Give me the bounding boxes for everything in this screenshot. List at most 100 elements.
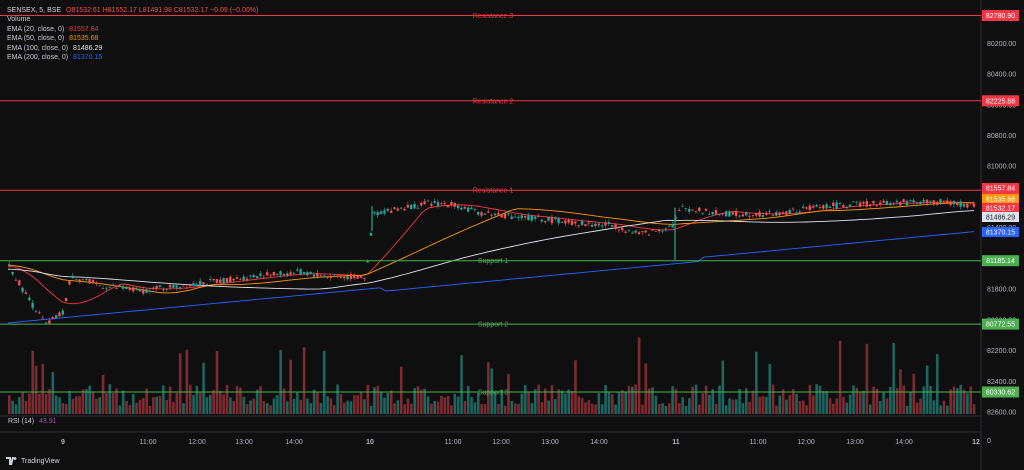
- volume-bar: [242, 396, 246, 414]
- candle: [480, 212, 483, 216]
- price-tag-label: 81370.15: [986, 230, 1015, 237]
- volume-bar: [396, 400, 400, 414]
- volume-bar: [363, 399, 366, 414]
- ohlc-values: O81532.61 H81552.17 L81491.98 C81532.17 …: [66, 7, 259, 14]
- volume-bar: [356, 395, 359, 414]
- volume-bar: [289, 359, 292, 414]
- candle: [812, 206, 815, 208]
- level-price-tag[interactable]: [982, 255, 1019, 267]
- ema-legend-row-1[interactable]: EMA (50, close, 0) 81535.68: [7, 34, 258, 43]
- candle: [691, 209, 694, 211]
- candle: [162, 289, 165, 291]
- price-tag[interactable]: [982, 203, 1019, 213]
- time-tick-label: 11:00: [140, 439, 157, 446]
- candle: [523, 215, 527, 218]
- level-price-tag[interactable]: [982, 318, 1019, 330]
- candle: [942, 200, 946, 202]
- volume-bar: [949, 389, 952, 414]
- candle: [433, 201, 436, 203]
- price-tag[interactable]: [982, 183, 1019, 193]
- candle: [540, 219, 544, 222]
- candle: [654, 230, 657, 232]
- volume-bar: [158, 396, 162, 414]
- candle: [674, 217, 678, 219]
- ema-label: EMA (50, close, 0): [7, 35, 65, 43]
- candle: [379, 211, 383, 215]
- candle: [125, 287, 128, 290]
- volume-legend: Volume: [7, 15, 258, 24]
- volume-bar: [71, 398, 75, 414]
- volume-bar: [165, 400, 169, 414]
- candle: [88, 279, 91, 284]
- candle: [661, 230, 664, 232]
- candle: [38, 312, 41, 314]
- volume-bar: [791, 389, 795, 414]
- candle: [198, 280, 202, 286]
- volume-bar: [708, 394, 711, 414]
- candle: [835, 202, 838, 209]
- candle: [724, 211, 728, 217]
- rsi-legend[interactable]: RSI (14) 43.91: [8, 418, 57, 425]
- price-tag[interactable]: [982, 194, 1019, 204]
- volume-bar: [812, 395, 815, 414]
- candle: [738, 215, 741, 217]
- price-tag[interactable]: [982, 227, 1019, 237]
- support-level-name: Support 3: [478, 390, 508, 397]
- tradingview-logo[interactable]: TradingView: [6, 457, 60, 465]
- volume-bar: [661, 403, 664, 414]
- volume-bar: [852, 385, 855, 414]
- price-tag[interactable]: [982, 212, 1019, 222]
- volume-bar: [38, 393, 41, 414]
- candle: [510, 216, 513, 219]
- volume-bar: [403, 404, 406, 414]
- candle: [664, 228, 667, 230]
- level-price-tag[interactable]: [982, 10, 1019, 21]
- volume-bar: [188, 384, 192, 414]
- volume-bar: [24, 400, 28, 414]
- ema-legend-row-2[interactable]: EMA (100, close, 0) 81486.29: [7, 44, 258, 53]
- candle: [165, 288, 168, 290]
- candle: [929, 200, 932, 202]
- candle: [466, 207, 470, 212]
- volume-bar: [647, 388, 651, 414]
- volume-bar: [885, 398, 889, 414]
- volume-bar: [912, 373, 916, 414]
- volume-bar: [905, 405, 909, 414]
- volume-bar: [14, 404, 18, 414]
- time-tick-label: 12: [972, 439, 980, 446]
- level-price-tag[interactable]: [982, 95, 1019, 107]
- volume-bar: [299, 399, 303, 414]
- symbol-label[interactable]: SENSEX, 5, BSE: [7, 7, 62, 14]
- candle: [822, 205, 825, 209]
- volume-bar: [745, 388, 748, 414]
- candle: [212, 278, 215, 281]
- candle: [259, 273, 262, 276]
- volume-bar: [18, 396, 21, 414]
- volume-label[interactable]: Volume: [7, 16, 31, 24]
- volume-bar: [969, 386, 973, 414]
- candle: [473, 209, 477, 210]
- rsi-value: 43.91: [39, 418, 57, 425]
- candle: [416, 207, 420, 209]
- candle: [885, 201, 889, 205]
- candle: [547, 217, 550, 221]
- ema-legend-row-3[interactable]: EMA (200, close, 0) 81370.15: [7, 53, 258, 62]
- ema-legend-row-0[interactable]: EMA (20, close, 0) 81557.84: [7, 25, 258, 34]
- volume-bar: [138, 399, 142, 414]
- candle: [550, 217, 554, 224]
- level-price-tag[interactable]: [982, 386, 1019, 398]
- volume-bar: [480, 403, 483, 414]
- candle: [791, 208, 795, 210]
- candle: [440, 203, 443, 205]
- ema-value: 81557.84: [69, 25, 99, 33]
- candle: [28, 297, 31, 301]
- volume-bar: [108, 384, 112, 414]
- candle: [500, 214, 503, 218]
- candle: [600, 225, 604, 227]
- candle: [115, 287, 118, 289]
- candle: [865, 200, 868, 207]
- support-level-name: Support 2: [478, 322, 508, 329]
- price-tick-label: 80400.00: [987, 72, 1016, 79]
